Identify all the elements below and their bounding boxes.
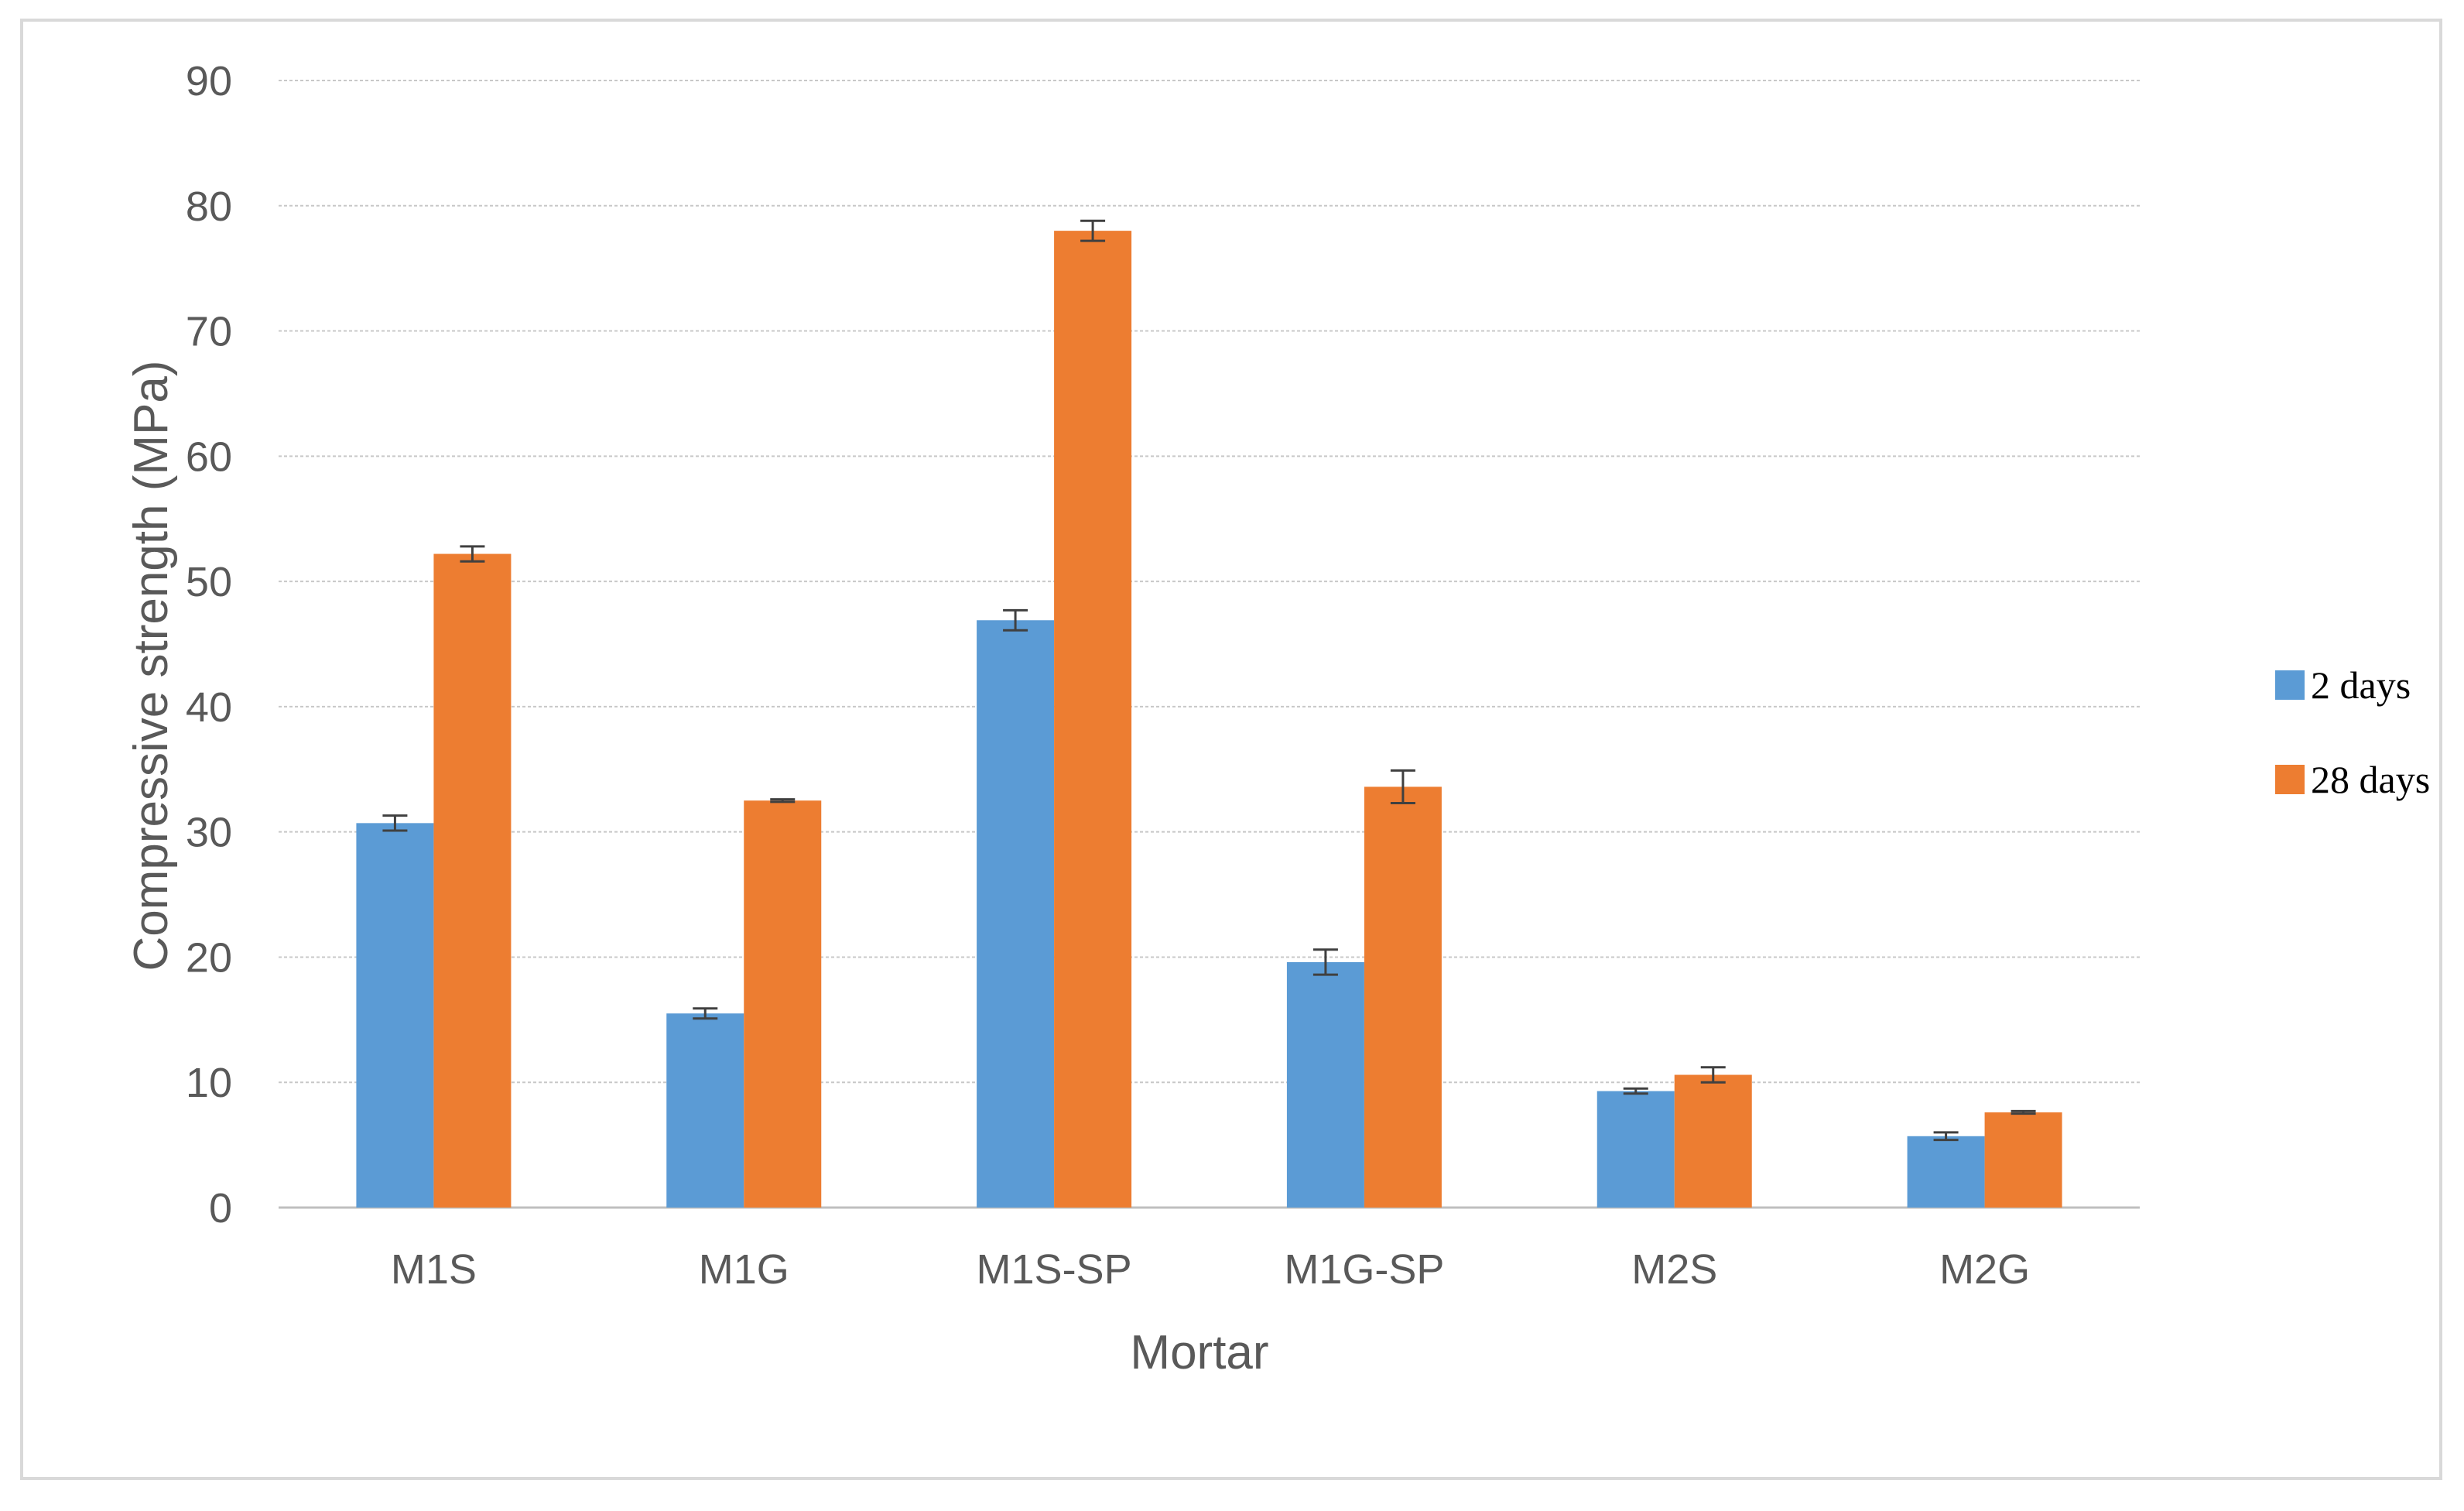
bar-m1s-sp-2-days	[977, 620, 1055, 1208]
y-tick-label: 30	[186, 810, 232, 856]
x-tick-label: M2S	[1631, 1246, 1717, 1293]
y-tick-label: 40	[186, 684, 232, 731]
legend-swatch	[2275, 765, 2305, 794]
x-tick-label: M2G	[1939, 1246, 2030, 1293]
bar-m2g-28-days	[1984, 1112, 2062, 1208]
legend-entry-label: 2 days	[2311, 663, 2411, 707]
x-axis-ticks: M1S M1G M1S-SP M1G-SP M2S M2G	[391, 1246, 2030, 1293]
y-tick-label: 60	[186, 433, 232, 480]
legend: 2 days 28 days	[2275, 663, 2430, 801]
chart-frame: 0 10 20 30 40 50 60 70 80 90 M1S M1G M1S-SP M1G-SP M2…	[20, 19, 2442, 1480]
legend-swatch	[2275, 670, 2305, 700]
bar-m1g-sp-2-days	[1286, 961, 1364, 1208]
bar-m1s-2-days	[356, 823, 434, 1208]
gridlines	[279, 80, 2140, 1209]
bar-chart: 0 10 20 30 40 50 60 70 80 90 M1S M1G M1S-SP M1G-SP M2…	[125, 58, 2430, 1379]
legend-entry-label: 28 days	[2311, 758, 2430, 801]
x-tick-label: M1G	[699, 1246, 789, 1293]
bars	[356, 231, 2062, 1208]
y-tick-label: 90	[186, 58, 232, 105]
y-tick-label: 80	[186, 183, 232, 230]
y-tick-label: 0	[209, 1185, 232, 1232]
bar-m1s-28-days	[433, 553, 512, 1208]
x-tick-label: M1S	[391, 1246, 477, 1293]
y-tick-label: 20	[186, 934, 232, 981]
y-axis-title: Compressive strength (MPa)	[125, 360, 178, 971]
bar-m2g-2-days	[1907, 1136, 1985, 1208]
bar-m1g-2-days	[666, 1013, 744, 1208]
bar-m1g-sp-28-days	[1364, 786, 1442, 1208]
y-axis-ticks: 0 10 20 30 40 50 60 70 80 90	[186, 58, 232, 1232]
x-tick-label: M1G-SP	[1284, 1246, 1444, 1293]
bar-m1g-28-days	[744, 800, 822, 1208]
bar-m2s-2-days	[1596, 1091, 1675, 1208]
bar-m2s-28-days	[1674, 1074, 1752, 1208]
y-tick-label: 70	[186, 309, 232, 355]
x-axis-title: Mortar	[1130, 1326, 1268, 1379]
error-bars	[382, 219, 2036, 1142]
bar-m1s-sp-28-days	[1054, 231, 1132, 1208]
y-tick-label: 10	[186, 1060, 232, 1106]
y-tick-label: 50	[186, 559, 232, 605]
x-tick-label: M1S-SP	[977, 1246, 1132, 1293]
